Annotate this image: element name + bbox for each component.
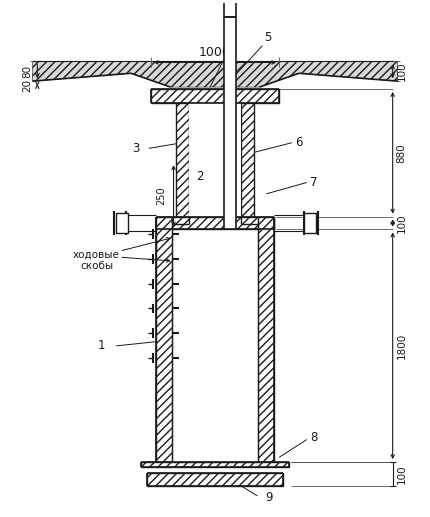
Text: ходовые
скобы: ходовые скобы (73, 249, 120, 271)
Bar (156, 217, 172, 462)
Text: 880: 880 (396, 143, 406, 163)
Text: 250: 250 (157, 187, 167, 205)
Bar (147, 473, 283, 486)
Text: 7: 7 (310, 176, 317, 189)
Text: 1800: 1800 (396, 332, 406, 359)
Text: 6: 6 (295, 136, 303, 149)
Bar (224, 17, 236, 230)
Text: 1000: 1000 (199, 46, 231, 59)
Text: 1: 1 (98, 339, 105, 353)
Text: 4: 4 (226, 33, 233, 46)
Text: 2: 2 (197, 170, 204, 184)
Text: 3: 3 (132, 142, 140, 155)
Bar (304, 213, 316, 233)
Text: 5: 5 (264, 31, 271, 44)
Text: 100: 100 (396, 213, 406, 233)
Text: 9: 9 (266, 491, 273, 505)
Bar (156, 217, 274, 230)
Bar (151, 89, 279, 103)
Polygon shape (32, 62, 398, 87)
Text: 100: 100 (396, 62, 406, 81)
Bar (189, 103, 241, 217)
Text: 100: 100 (396, 464, 406, 484)
Text: 80: 80 (22, 65, 32, 78)
Bar (116, 213, 128, 233)
Bar (241, 103, 255, 217)
Text: 20: 20 (22, 79, 32, 92)
Bar (175, 103, 189, 217)
Text: 8: 8 (310, 431, 317, 444)
Bar (258, 217, 274, 462)
Bar (141, 462, 289, 467)
